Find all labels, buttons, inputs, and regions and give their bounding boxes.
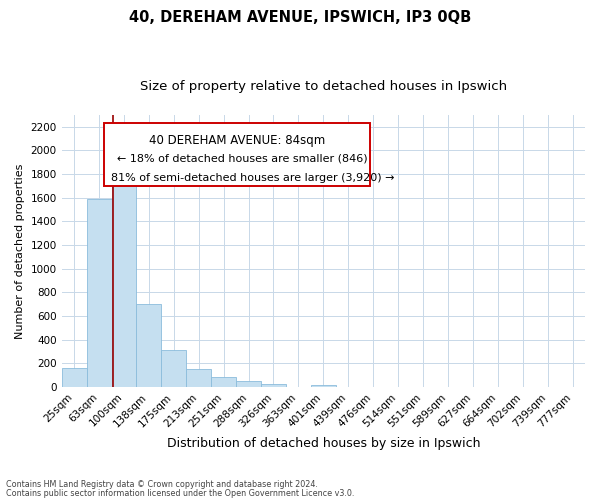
Bar — [136, 304, 161, 387]
FancyBboxPatch shape — [104, 123, 370, 186]
Bar — [161, 350, 186, 387]
Y-axis label: Number of detached properties: Number of detached properties — [15, 164, 25, 338]
Text: 40, DEREHAM AVENUE, IPSWICH, IP3 0QB: 40, DEREHAM AVENUE, IPSWICH, IP3 0QB — [129, 10, 471, 25]
Bar — [261, 384, 286, 387]
Bar — [211, 378, 236, 387]
Text: 40 DEREHAM AVENUE: 84sqm: 40 DEREHAM AVENUE: 84sqm — [149, 134, 325, 147]
Title: Size of property relative to detached houses in Ipswich: Size of property relative to detached ho… — [140, 80, 507, 93]
X-axis label: Distribution of detached houses by size in Ipswich: Distribution of detached houses by size … — [167, 437, 480, 450]
Text: 81% of semi-detached houses are larger (3,920) →: 81% of semi-detached houses are larger (… — [112, 173, 395, 183]
Text: Contains HM Land Registry data © Crown copyright and database right 2024.: Contains HM Land Registry data © Crown c… — [6, 480, 318, 489]
Bar — [311, 385, 336, 387]
Bar — [186, 368, 211, 387]
Bar — [236, 382, 261, 387]
Bar — [112, 179, 136, 387]
Text: Contains public sector information licensed under the Open Government Licence v3: Contains public sector information licen… — [6, 489, 355, 498]
Text: ← 18% of detached houses are smaller (846): ← 18% of detached houses are smaller (84… — [116, 154, 367, 164]
Bar — [62, 368, 86, 387]
Bar — [86, 199, 112, 387]
